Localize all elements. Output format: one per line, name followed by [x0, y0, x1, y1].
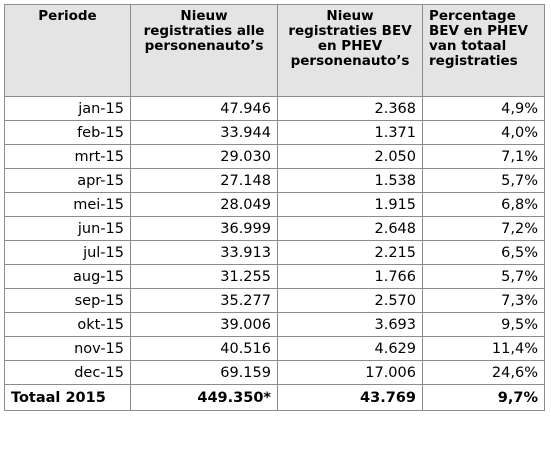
cell-percentage: 7,1% [422, 144, 545, 169]
cell-alle: 35.277 [130, 288, 278, 313]
cell-bev-phev: 2.368 [277, 96, 423, 121]
table-row: mei-15 28.049 1.915 6,8% [4, 192, 545, 217]
cell-percentage: 4,0% [422, 120, 545, 145]
table-row: jan-15 47.946 2.368 4,9% [4, 96, 545, 121]
cell-bev-phev: 1.371 [277, 120, 423, 145]
table-footer: Totaal 2015 449.350* 43.769 9,7% [4, 384, 545, 411]
cell-bev-phev: 17.006 [277, 360, 423, 385]
cell-alle: 27.148 [130, 168, 278, 193]
cell-alle: 31.255 [130, 264, 278, 289]
cell-alle: 33.913 [130, 240, 278, 265]
cell-bev-phev: 1.766 [277, 264, 423, 289]
table-row: apr-15 27.148 1.538 5,7% [4, 168, 545, 193]
header-row: Periode Nieuw registraties alle personen… [4, 4, 545, 97]
table-row: jul-15 33.913 2.215 6,5% [4, 240, 545, 265]
header-registraties-alle: Nieuw registraties alle personenauto’s [130, 4, 278, 97]
cell-bev-phev: 4.629 [277, 336, 423, 361]
cell-percentage: 6,5% [422, 240, 545, 265]
table-row: dec-15 69.159 17.006 24,6% [4, 360, 545, 385]
total-row: Totaal 2015 449.350* 43.769 9,7% [4, 384, 545, 411]
cell-percentage: 7,3% [422, 288, 545, 313]
cell-periode: mrt-15 [4, 144, 131, 169]
cell-alle: 47.946 [130, 96, 278, 121]
header-percentage: Percentage BEV en PHEV van totaal regist… [422, 4, 545, 97]
table-row: sep-15 35.277 2.570 7,3% [4, 288, 545, 313]
cell-periode: sep-15 [4, 288, 131, 313]
cell-percentage: 24,6% [422, 360, 545, 385]
cell-periode: nov-15 [4, 336, 131, 361]
table-row: feb-15 33.944 1.371 4,0% [4, 120, 545, 145]
cell-bev-phev: 1.915 [277, 192, 423, 217]
cell-periode: jul-15 [4, 240, 131, 265]
total-alle: 449.350* [130, 384, 278, 411]
cell-alle: 39.006 [130, 312, 278, 337]
cell-bev-phev: 1.538 [277, 168, 423, 193]
cell-percentage: 11,4% [422, 336, 545, 361]
cell-percentage: 5,7% [422, 264, 545, 289]
cell-percentage: 6,8% [422, 192, 545, 217]
cell-alle: 36.999 [130, 216, 278, 241]
table-header: Periode Nieuw registraties alle personen… [4, 4, 545, 97]
cell-bev-phev: 2.570 [277, 288, 423, 313]
cell-bev-phev: 2.050 [277, 144, 423, 169]
cell-periode: aug-15 [4, 264, 131, 289]
cell-periode: mei-15 [4, 192, 131, 217]
table-row: aug-15 31.255 1.766 5,7% [4, 264, 545, 289]
cell-alle: 29.030 [130, 144, 278, 169]
table-body: jan-15 47.946 2.368 4,9% feb-15 33.944 1… [4, 96, 545, 385]
table-row: nov-15 40.516 4.629 11,4% [4, 336, 545, 361]
table-row: okt-15 39.006 3.693 9,5% [4, 312, 545, 337]
header-periode: Periode [4, 4, 131, 97]
header-registraties-bev-phev: Nieuw registraties BEV en PHEV personena… [277, 4, 423, 97]
total-percentage: 9,7% [422, 384, 545, 411]
cell-periode: jun-15 [4, 216, 131, 241]
cell-bev-phev: 2.648 [277, 216, 423, 241]
total-bev-phev: 43.769 [277, 384, 423, 411]
cell-percentage: 7,2% [422, 216, 545, 241]
cell-alle: 33.944 [130, 120, 278, 145]
cell-bev-phev: 2.215 [277, 240, 423, 265]
cell-alle: 28.049 [130, 192, 278, 217]
cell-periode: feb-15 [4, 120, 131, 145]
registrations-table: Periode Nieuw registraties alle personen… [4, 4, 545, 411]
cell-percentage: 9,5% [422, 312, 545, 337]
cell-percentage: 5,7% [422, 168, 545, 193]
table-row: mrt-15 29.030 2.050 7,1% [4, 144, 545, 169]
cell-alle: 69.159 [130, 360, 278, 385]
cell-percentage: 4,9% [422, 96, 545, 121]
cell-periode: apr-15 [4, 168, 131, 193]
table-row: jun-15 36.999 2.648 7,2% [4, 216, 545, 241]
total-label: Totaal 2015 [4, 384, 131, 411]
registrations-table-container: Periode Nieuw registraties alle personen… [4, 4, 545, 411]
cell-periode: okt-15 [4, 312, 131, 337]
cell-periode: jan-15 [4, 96, 131, 121]
cell-alle: 40.516 [130, 336, 278, 361]
cell-bev-phev: 3.693 [277, 312, 423, 337]
cell-periode: dec-15 [4, 360, 131, 385]
